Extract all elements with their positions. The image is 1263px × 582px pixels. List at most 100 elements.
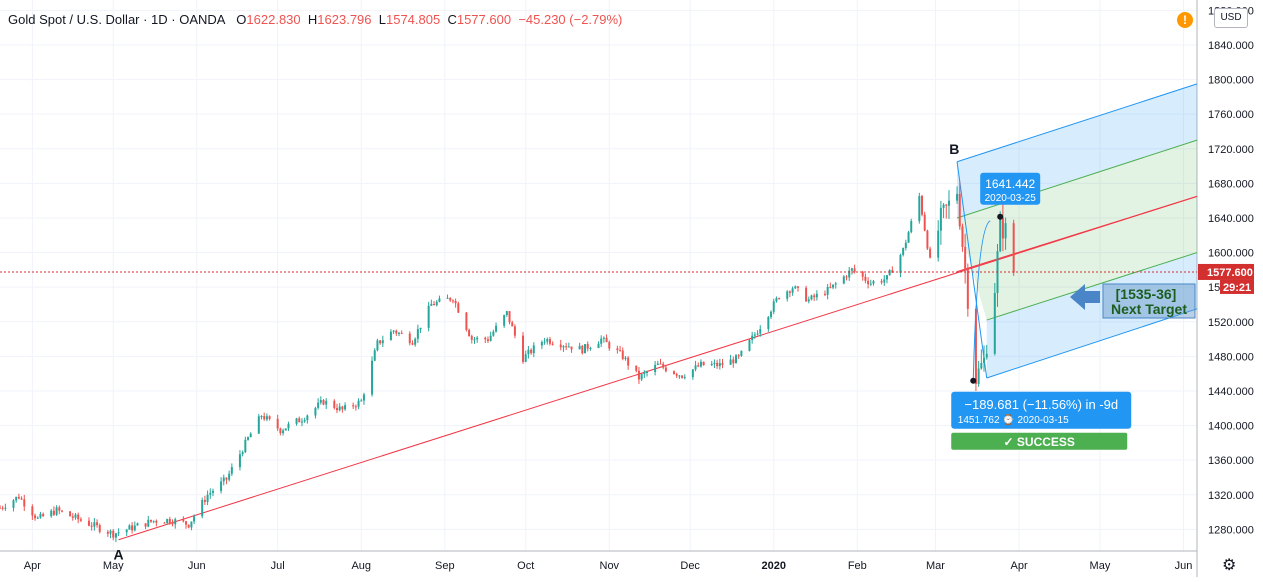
candle-body [1012, 223, 1015, 273]
candle-body [845, 276, 848, 278]
candle-body [880, 281, 883, 283]
success-badge [951, 432, 1128, 450]
candle-body [287, 423, 290, 429]
candle-body [93, 522, 96, 527]
candle-body [637, 370, 640, 380]
x-tick-label: Apr [1011, 560, 1028, 572]
x-tick-label: Sep [435, 560, 455, 572]
candle-body [926, 230, 929, 249]
candle-body [640, 374, 643, 380]
candle-body [225, 477, 228, 480]
pitchfork-handle [956, 161, 988, 379]
chart-legend: Gold Spot / U.S. Dollar · 1D · OANDA O16… [8, 12, 622, 27]
candle-body [419, 327, 422, 330]
candle-body [61, 510, 64, 512]
candle-body [211, 490, 214, 493]
candle-body [379, 340, 382, 344]
candle-body [627, 357, 630, 366]
low-value: 1574.805 [385, 12, 441, 27]
candle-body [699, 361, 702, 367]
candle-body [681, 375, 684, 378]
success-label: ✓ SUCCESS [1004, 435, 1075, 449]
candle-body [716, 362, 719, 367]
candle-body [58, 507, 61, 511]
candle-body [468, 329, 471, 337]
candle-body [608, 342, 611, 349]
candle-body [993, 293, 996, 354]
candle-body [899, 254, 902, 273]
candle-body [284, 428, 287, 431]
candle-body [144, 523, 147, 527]
change-value: −45.230 (−2.79%) [518, 12, 623, 27]
candle-body [832, 284, 835, 288]
candle-body [71, 516, 74, 518]
candle-body [621, 350, 624, 359]
candle-body [55, 507, 58, 515]
candle-body [759, 328, 762, 334]
candle-body [182, 519, 185, 522]
pitchfork-lower-inner [986, 252, 1198, 321]
candle-body [79, 519, 82, 521]
candle-body [562, 346, 565, 348]
candle-body [314, 407, 317, 416]
high-value: 1623.796 [317, 12, 372, 27]
candle-body [586, 344, 589, 349]
candle-body [805, 287, 808, 302]
candle-body [446, 297, 449, 299]
candle-body [354, 406, 357, 408]
x-tick-label: Apr [24, 560, 41, 572]
candle-body [17, 496, 20, 499]
candle-body [228, 473, 231, 480]
symbol-title[interactable]: Gold Spot / U.S. Dollar · 1D · OANDA [8, 12, 226, 27]
candle-body [718, 363, 721, 367]
candle-body [961, 226, 964, 247]
candle-body [241, 452, 244, 455]
candle-body [42, 513, 45, 517]
x-tick-label: 2020 [761, 560, 785, 572]
y-tick-label: 1720.000 [1208, 144, 1254, 156]
candle-body [767, 316, 770, 329]
candle-body [114, 533, 117, 538]
candle-body [489, 335, 492, 341]
candle-body [958, 193, 961, 227]
candle-body [999, 217, 1002, 252]
candle-body [168, 519, 171, 523]
candle-body [511, 322, 514, 327]
candle-body [929, 248, 932, 258]
candle-body [659, 363, 662, 365]
currency-button[interactable]: USD [1214, 8, 1248, 28]
low-label: L [378, 12, 386, 27]
candle-body [492, 331, 495, 336]
countdown-tag [1220, 279, 1254, 294]
gear-icon[interactable]: ⚙ [1222, 557, 1237, 574]
candle-body [136, 523, 139, 526]
pitchfork-lower-outer [986, 308, 1198, 379]
candle-body [465, 312, 468, 330]
y-tick-label: 1600.000 [1208, 248, 1254, 260]
candle-body [319, 400, 322, 403]
candle-body [333, 400, 336, 409]
candle-body [902, 247, 905, 255]
candle-body [263, 416, 266, 420]
candle-body [974, 308, 977, 385]
candle-body [748, 339, 751, 351]
candle-body [942, 204, 945, 208]
candle-body [848, 270, 851, 278]
candle-body [522, 335, 525, 362]
candle-body [125, 529, 128, 533]
candle-body [295, 418, 298, 424]
candle-body [300, 421, 303, 423]
candle-body [977, 368, 980, 385]
candle-body [185, 521, 188, 525]
alert-icon[interactable]: ! [1177, 12, 1193, 28]
candle-body [823, 293, 826, 295]
candle-body [133, 525, 136, 531]
candle-body [486, 339, 489, 341]
trend-line [118, 195, 1198, 541]
candle-body [770, 311, 773, 317]
candle-body [149, 519, 152, 522]
x-tick-label: May [1090, 560, 1111, 572]
candle-body [786, 291, 789, 299]
